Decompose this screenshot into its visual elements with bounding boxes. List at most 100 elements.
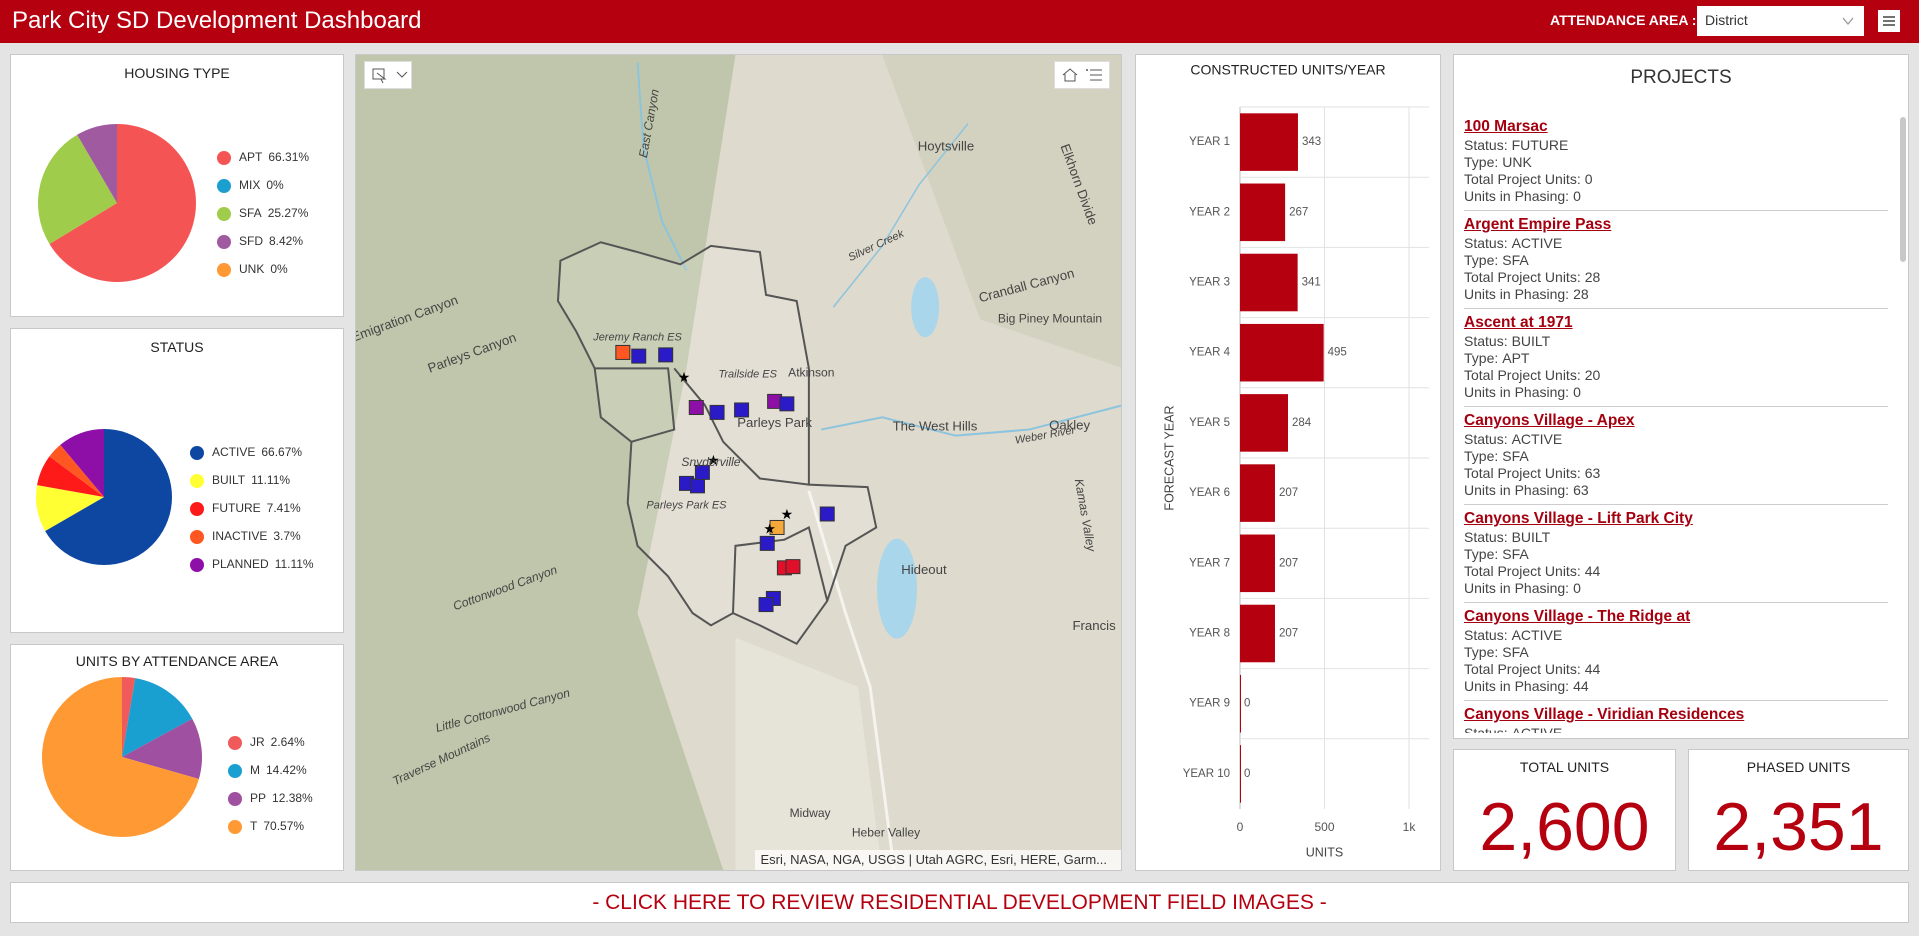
map[interactable]: ★ ★ ★ ★ Hoytsville Atkinson Parleys Park The We… (356, 55, 1121, 870)
legend-swatch (190, 530, 204, 544)
project-marker[interactable] (688, 400, 704, 416)
field-value: 63 (1573, 482, 1589, 498)
school-marker: ★ (678, 369, 691, 385)
y-tick-label: YEAR 6 (1189, 487, 1230, 499)
field-value: 63 (1584, 465, 1601, 481)
panel-title: STATUS (150, 339, 204, 355)
field-label: Status: (1464, 725, 1508, 733)
project-marker[interactable] (819, 506, 835, 522)
field-label: Type: (1464, 448, 1499, 464)
project-item[interactable]: Argent Empire Pass Status: ACTIVE Type: SFA T… (1464, 211, 1888, 309)
legend-value: 66.67% (261, 445, 302, 459)
status-panel: STATUS ACTIVE 66.67% BUILT 11.11% FUTURE 7.41… (10, 328, 344, 633)
field-value: UNK (1502, 154, 1532, 170)
field-value: 44 (1573, 678, 1589, 694)
legend-label: PP (250, 791, 266, 805)
project-name[interactable]: Canyons Village - Apex (1464, 412, 1635, 429)
project-name[interactable]: Canyons Village - Lift Park City (1464, 510, 1693, 527)
bar (1240, 394, 1288, 452)
project-list[interactable]: 100 Marsac Status: FUTURE Type: UNK Total Pro… (1464, 113, 1888, 733)
menu-button[interactable] (1878, 10, 1900, 32)
legend-value: 2.64% (271, 735, 305, 749)
pie-slice (42, 677, 199, 837)
project-marker[interactable] (631, 348, 647, 364)
project-item[interactable]: Canyons Village - The Ridge at Status: ACT… (1464, 603, 1888, 701)
attendance-boundary (731, 526, 829, 614)
field-value: FUTURE (1511, 137, 1569, 153)
project-marker[interactable] (769, 519, 785, 535)
data-label: 267 (1289, 206, 1308, 218)
school-marker: ★ (781, 506, 794, 522)
filter-value[interactable]: District (1705, 12, 1748, 28)
legend-label: SFD (239, 234, 263, 248)
map-tools[interactable] (1054, 61, 1110, 89)
project-name[interactable]: Canyons Village - The Ridge at (1464, 608, 1691, 625)
dropdown-arrow[interactable] (1842, 16, 1854, 26)
project-name[interactable]: Canyons Village - Viridian Residences (1464, 706, 1745, 723)
map-panel[interactable]: ★ ★ ★ ★ Hoytsville Atkinson Parleys Park The We… (355, 54, 1122, 871)
home-layers-icons[interactable] (1055, 62, 1109, 88)
chart-title: CONSTRUCTED UNITS/YEAR (1190, 62, 1385, 78)
bar-panel: CONSTRUCTED UNITS/YEAR 0 500 1k YEAR 1 343 YEA… (1135, 54, 1441, 871)
project-marker[interactable] (785, 559, 801, 575)
terrain (735, 637, 882, 870)
panel-title: PHASED UNITS (1746, 759, 1851, 775)
legend-label: FUTURE (212, 501, 261, 515)
legend-value: 25.27% (268, 206, 309, 220)
project-item[interactable]: Canyons Village - Apex Status: ACTIVE Type:… (1464, 407, 1888, 505)
legend-value: 11.11% (251, 473, 290, 487)
project-marker[interactable] (734, 402, 750, 418)
map-label: Parleys Park (737, 415, 812, 430)
project-marker[interactable] (658, 347, 674, 363)
field-value: SFA (1502, 546, 1529, 562)
phased-units-panel: PHASED UNITS 2,351 (1688, 749, 1909, 871)
y-tick-label: YEAR 2 (1189, 206, 1230, 218)
project-marker[interactable] (694, 464, 710, 480)
project-name[interactable]: Ascent at 1971 (1464, 314, 1573, 331)
project-field: Type: SFA (1464, 546, 1888, 563)
legend-value: 14.42% (266, 763, 307, 777)
select-icon[interactable] (365, 62, 411, 88)
project-item[interactable]: Ascent at 1971 Status: BUILT Type: APT Total … (1464, 309, 1888, 407)
project-field: Status: ACTIVE (1464, 235, 1888, 252)
field-value: SFA (1502, 252, 1529, 268)
legend-label: SFA (239, 206, 262, 220)
field-value: 44 (1584, 563, 1601, 579)
field-value: APT (1502, 350, 1530, 366)
project-marker[interactable] (779, 396, 795, 412)
map-select-tool[interactable] (364, 61, 412, 89)
project-item[interactable]: Canyons Village - Lift Park City Status: B… (1464, 505, 1888, 603)
filter-select[interactable]: District (1697, 6, 1864, 36)
river (820, 404, 1121, 437)
map-label: Jeremy Ranch ES (592, 332, 682, 344)
project-item[interactable]: Canyons Village - Viridian Residences Sta… (1464, 701, 1888, 733)
y-tick-label: YEAR 4 (1189, 347, 1231, 359)
project-marker[interactable] (615, 344, 631, 360)
project-name[interactable]: Argent Empire Pass (1464, 216, 1612, 233)
data-label: 284 (1292, 417, 1312, 429)
project-field: Total Project Units: 0 (1464, 171, 1888, 188)
scrollbar[interactable] (1900, 117, 1906, 262)
project-marker[interactable] (758, 597, 774, 613)
field-label: Status: (1464, 627, 1508, 643)
project-name[interactable]: 100 Marsac (1464, 118, 1548, 135)
project-marker[interactable] (709, 404, 725, 420)
legend-label: T (250, 819, 258, 833)
project-marker[interactable] (759, 535, 775, 551)
terrain (882, 55, 1121, 368)
legend-value: 3.7% (273, 529, 301, 543)
field-label: Units in Phasing: (1464, 384, 1570, 400)
bar (1240, 183, 1286, 242)
field-images-link[interactable]: - CLICK HERE TO REVIEW RESIDENTIAL DEVEL… (10, 882, 1909, 923)
panel-title: TOTAL UNITS (1519, 759, 1610, 775)
pie-chart: JR 2.64% M 14.42%PP 12.38% T 70.57% (42, 677, 313, 837)
project-item[interactable]: 100 Marsac Status: FUTURE Type: UNK Total Pro… (1464, 113, 1888, 211)
bar (1240, 113, 1298, 171)
field-value: SFA (1502, 644, 1529, 660)
project-field: Status: BUILT (1464, 529, 1888, 546)
project-marker[interactable] (689, 478, 705, 494)
project-field: Units in Phasing: 28 (1464, 286, 1888, 303)
y-tick-label: YEAR 3 (1189, 277, 1230, 289)
pie-slice (122, 677, 136, 757)
legend-swatch (217, 151, 231, 165)
